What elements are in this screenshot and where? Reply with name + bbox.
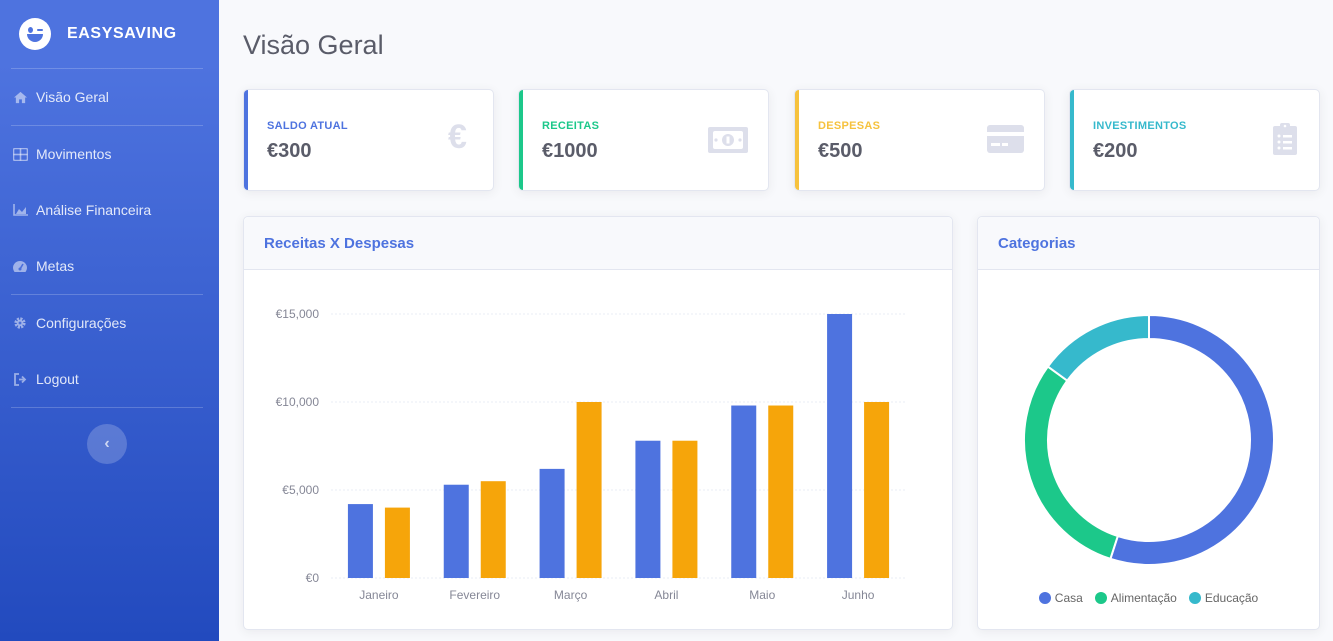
bar-series-1-março[interactable] bbox=[539, 468, 565, 578]
sidebar: EASYSAVING Visão Geral Movimentos Anális… bbox=[0, 0, 219, 641]
legend-swatch bbox=[1038, 592, 1051, 604]
y-tick-label: €15,000 bbox=[276, 307, 320, 321]
page-title: Visão Geral bbox=[243, 30, 384, 60]
sidebar-item-logout[interactable]: Logout bbox=[0, 351, 219, 407]
chart-legend: Casa Alimentação Educação bbox=[978, 591, 1319, 605]
sidebar-item-label: Análise Financeira bbox=[36, 202, 152, 218]
bar-series-1-fevereiro[interactable] bbox=[443, 484, 469, 578]
brand[interactable]: EASYSAVING bbox=[0, 0, 219, 68]
sidebar-divider bbox=[11, 125, 203, 126]
legend-swatch bbox=[1094, 592, 1107, 604]
sidebar-item-analise-financeira[interactable]: Análise Financeira bbox=[0, 182, 219, 238]
sidebar-toggle-button[interactable]: ‹ bbox=[87, 424, 127, 464]
sidebar-divider bbox=[11, 68, 203, 69]
stat-label: RECEITAS bbox=[542, 120, 600, 132]
bar-series-2-fevereiro[interactable] bbox=[480, 481, 506, 578]
card-accent-bar bbox=[1070, 90, 1074, 190]
sign-out-icon bbox=[12, 371, 28, 387]
donut-slice-casa[interactable] bbox=[1109, 313, 1275, 566]
x-tick-label: Janeiro bbox=[359, 588, 399, 602]
home-icon bbox=[12, 89, 28, 105]
legend-item[interactable]: Casa bbox=[1038, 591, 1083, 605]
table-icon bbox=[12, 146, 28, 162]
stat-card-investimentos: INVESTIMENTOS €200 bbox=[1069, 89, 1320, 191]
sidebar-item-label: Logout bbox=[36, 371, 79, 387]
bar-series-2-março[interactable] bbox=[576, 402, 602, 578]
card-accent-bar bbox=[519, 90, 523, 190]
svg-text:€: € bbox=[448, 118, 467, 154]
sidebar-item-metas[interactable]: Metas bbox=[0, 238, 219, 294]
sidebar-item-movimentos[interactable]: Movimentos bbox=[0, 126, 219, 182]
legend-item[interactable]: Educação bbox=[1188, 591, 1259, 605]
stat-label: DESPESAS bbox=[818, 120, 881, 132]
card-title: Receitas X Despesas bbox=[264, 234, 415, 252]
x-tick-label: Maio bbox=[749, 588, 775, 602]
bar-series-2-abril[interactable] bbox=[672, 440, 698, 578]
legend-label: Alimentação bbox=[1110, 591, 1177, 605]
sidebar-item-visao-geral[interactable]: Visão Geral bbox=[0, 69, 219, 125]
pie-chart-card: Categorias Casa Alimentação Educação bbox=[977, 216, 1320, 630]
x-tick-label: Março bbox=[554, 588, 588, 602]
bar-series-1-maio[interactable] bbox=[731, 405, 757, 578]
bar-series-2-maio[interactable] bbox=[768, 405, 794, 578]
brand-name: EASYSAVING bbox=[67, 25, 177, 42]
stat-card-despesas: DESPESAS €500 bbox=[794, 89, 1045, 191]
x-tick-label: Abril bbox=[654, 588, 678, 602]
bar-series-1-abril[interactable] bbox=[635, 440, 661, 578]
legend-item[interactable]: Alimentação bbox=[1094, 591, 1177, 605]
stat-value: €300 bbox=[267, 140, 312, 162]
card-accent-bar bbox=[795, 90, 799, 190]
bar-chart: €0 €5,000 €10,000 €15,000 Janeiro Fevereiro Ma… bbox=[276, 307, 906, 602]
donut-chart bbox=[1023, 313, 1275, 566]
sidebar-divider bbox=[11, 294, 203, 295]
y-tick-label: €5,000 bbox=[282, 483, 319, 497]
credit-card-icon bbox=[987, 125, 1024, 158]
sidebar-item-label: Movimentos bbox=[36, 146, 112, 162]
stat-label: SALDO ATUAL bbox=[267, 120, 348, 132]
bar-series-2-janeiro[interactable] bbox=[384, 507, 410, 578]
donut-slice-educação[interactable] bbox=[1046, 313, 1150, 383]
y-tick-label: €0 bbox=[306, 571, 320, 585]
gauge-icon bbox=[12, 258, 28, 274]
clipboard-list-icon bbox=[1273, 123, 1297, 160]
sidebar-item-configuracoes[interactable]: Configurações bbox=[0, 295, 219, 351]
stat-label: INVESTIMENTOS bbox=[1093, 120, 1187, 132]
smiley-logo-icon bbox=[19, 18, 51, 50]
stat-value: €200 bbox=[1093, 140, 1138, 162]
euro-icon: € bbox=[448, 118, 474, 159]
donut-slice-alimentação[interactable] bbox=[1023, 365, 1120, 561]
bar-series-2-junho[interactable] bbox=[864, 402, 890, 578]
gear-icon bbox=[12, 315, 28, 331]
x-tick-label: Fevereiro bbox=[449, 588, 500, 602]
y-tick-label: €10,000 bbox=[276, 395, 320, 409]
area-chart-icon bbox=[12, 202, 28, 218]
card-accent-bar bbox=[244, 90, 248, 190]
legend-label: Educação bbox=[1204, 591, 1259, 605]
card-header: Receitas X Despesas bbox=[244, 217, 952, 270]
stat-card-saldo-atual: SALDO ATUAL €300 € bbox=[243, 89, 494, 191]
x-tick-label: Junho bbox=[842, 588, 875, 602]
stat-value: €1000 bbox=[542, 140, 598, 162]
chevron-left-icon: ‹ bbox=[104, 435, 110, 452]
sidebar-divider bbox=[11, 407, 203, 408]
sidebar-item-label: Configurações bbox=[36, 315, 127, 331]
legend-label: Casa bbox=[1054, 591, 1083, 605]
sidebar-item-label: Visão Geral bbox=[36, 89, 109, 105]
stat-value: €500 bbox=[818, 140, 863, 162]
bar-series-1-janeiro[interactable] bbox=[347, 504, 373, 578]
stat-card-receitas: RECEITAS €1000 bbox=[518, 89, 769, 191]
card-title: Categorias bbox=[998, 234, 1076, 252]
sidebar-item-label: Metas bbox=[36, 258, 75, 274]
bar-series-1-junho[interactable] bbox=[827, 314, 853, 578]
money-bill-icon bbox=[708, 127, 748, 158]
legend-swatch bbox=[1188, 592, 1201, 604]
card-header: Categorias bbox=[978, 217, 1319, 270]
bar-chart-card: Receitas X Despesas €0 €5,000 €10,000 €15,0… bbox=[243, 216, 953, 630]
